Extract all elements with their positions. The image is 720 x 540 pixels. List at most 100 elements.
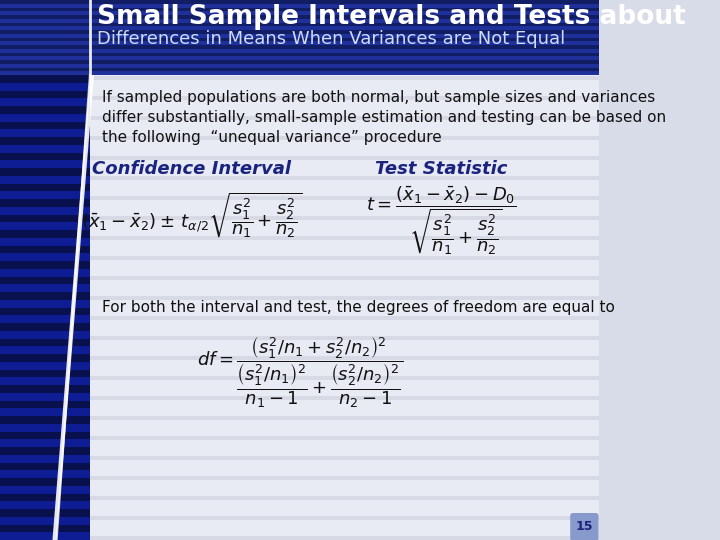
FancyBboxPatch shape — [0, 385, 90, 393]
FancyBboxPatch shape — [0, 125, 599, 130]
FancyBboxPatch shape — [0, 56, 599, 60]
FancyBboxPatch shape — [0, 406, 599, 410]
FancyBboxPatch shape — [0, 377, 90, 385]
FancyBboxPatch shape — [0, 222, 90, 230]
FancyBboxPatch shape — [0, 386, 599, 390]
FancyBboxPatch shape — [0, 71, 599, 75]
FancyBboxPatch shape — [0, 269, 90, 276]
FancyBboxPatch shape — [0, 195, 599, 200]
FancyBboxPatch shape — [0, 246, 599, 250]
FancyBboxPatch shape — [570, 513, 598, 540]
FancyBboxPatch shape — [0, 0, 599, 75]
FancyBboxPatch shape — [0, 129, 90, 137]
FancyBboxPatch shape — [0, 462, 90, 470]
Text: Differences in Means When Variances are Not Equal: Differences in Means When Variances are … — [96, 30, 564, 48]
FancyBboxPatch shape — [0, 476, 599, 480]
FancyBboxPatch shape — [0, 326, 599, 330]
FancyBboxPatch shape — [0, 375, 599, 380]
Text: differ substantially, small-sample estimation and testing can be based on: differ substantially, small-sample estim… — [102, 110, 667, 125]
FancyBboxPatch shape — [0, 509, 90, 517]
FancyBboxPatch shape — [0, 0, 599, 4]
Text: Confidence Interval: Confidence Interval — [92, 160, 291, 178]
FancyBboxPatch shape — [0, 0, 599, 540]
FancyBboxPatch shape — [0, 30, 599, 33]
FancyBboxPatch shape — [0, 176, 599, 180]
FancyBboxPatch shape — [0, 49, 599, 52]
FancyBboxPatch shape — [0, 96, 599, 100]
FancyBboxPatch shape — [0, 91, 90, 98]
FancyBboxPatch shape — [0, 152, 90, 160]
FancyBboxPatch shape — [0, 68, 599, 71]
FancyBboxPatch shape — [0, 300, 90, 307]
Text: the following  “unequal variance” procedure: the following “unequal variance” procedu… — [102, 130, 442, 145]
Text: Small Sample Intervals and Tests about: Small Sample Intervals and Tests about — [96, 4, 685, 30]
FancyBboxPatch shape — [0, 75, 90, 83]
FancyBboxPatch shape — [0, 168, 90, 176]
FancyBboxPatch shape — [0, 496, 599, 500]
Text: If sampled populations are both normal, but sample sizes and variances: If sampled populations are both normal, … — [102, 90, 656, 105]
FancyBboxPatch shape — [0, 253, 90, 261]
FancyBboxPatch shape — [0, 156, 599, 160]
FancyBboxPatch shape — [0, 424, 90, 431]
FancyBboxPatch shape — [0, 23, 599, 26]
FancyBboxPatch shape — [0, 315, 599, 320]
Text: $\left(\bar{x}_1 - \bar{x}_2\right) \pm\, t_{\alpha/2}\sqrt{\dfrac{s_1^2}{n_1} +: $\left(\bar{x}_1 - \bar{x}_2\right) \pm\… — [81, 190, 302, 240]
FancyBboxPatch shape — [0, 226, 599, 230]
FancyBboxPatch shape — [0, 136, 599, 140]
Text: $t = \dfrac{\left(\bar{x}_1 - \bar{x}_2\right) - D_0}{\sqrt{\dfrac{s_1^2}{n_1} +: $t = \dfrac{\left(\bar{x}_1 - \bar{x}_2\… — [366, 185, 516, 257]
FancyBboxPatch shape — [0, 447, 90, 455]
FancyBboxPatch shape — [0, 525, 599, 530]
FancyBboxPatch shape — [0, 517, 90, 524]
FancyBboxPatch shape — [0, 284, 90, 292]
FancyBboxPatch shape — [0, 486, 90, 494]
FancyBboxPatch shape — [0, 19, 599, 23]
FancyBboxPatch shape — [0, 33, 599, 37]
FancyBboxPatch shape — [0, 37, 599, 41]
FancyBboxPatch shape — [0, 184, 90, 191]
FancyBboxPatch shape — [0, 52, 599, 56]
FancyBboxPatch shape — [0, 408, 90, 416]
FancyBboxPatch shape — [0, 369, 90, 377]
FancyBboxPatch shape — [0, 145, 599, 150]
Text: Test Statistic: Test Statistic — [375, 160, 508, 178]
FancyBboxPatch shape — [0, 106, 90, 114]
FancyBboxPatch shape — [0, 4, 599, 8]
FancyBboxPatch shape — [0, 415, 599, 420]
FancyBboxPatch shape — [0, 116, 599, 120]
FancyBboxPatch shape — [0, 165, 599, 170]
FancyBboxPatch shape — [0, 339, 90, 346]
FancyBboxPatch shape — [0, 36, 599, 40]
FancyBboxPatch shape — [0, 295, 599, 300]
FancyBboxPatch shape — [0, 532, 90, 540]
FancyBboxPatch shape — [0, 524, 90, 532]
FancyBboxPatch shape — [0, 214, 90, 222]
FancyBboxPatch shape — [0, 431, 90, 439]
FancyBboxPatch shape — [0, 199, 90, 207]
FancyBboxPatch shape — [0, 315, 90, 323]
FancyBboxPatch shape — [0, 56, 599, 60]
FancyBboxPatch shape — [0, 323, 90, 330]
FancyBboxPatch shape — [0, 191, 90, 199]
FancyBboxPatch shape — [0, 366, 599, 370]
FancyBboxPatch shape — [0, 215, 599, 220]
FancyBboxPatch shape — [0, 485, 599, 490]
FancyBboxPatch shape — [0, 65, 599, 70]
FancyBboxPatch shape — [0, 393, 90, 401]
Polygon shape — [53, 75, 94, 540]
FancyBboxPatch shape — [0, 335, 599, 340]
FancyBboxPatch shape — [0, 235, 599, 240]
FancyBboxPatch shape — [0, 292, 90, 300]
FancyBboxPatch shape — [0, 246, 90, 253]
FancyBboxPatch shape — [0, 330, 90, 339]
FancyBboxPatch shape — [0, 516, 599, 520]
FancyBboxPatch shape — [0, 83, 90, 91]
FancyBboxPatch shape — [0, 64, 599, 68]
FancyBboxPatch shape — [0, 145, 90, 152]
FancyBboxPatch shape — [0, 15, 599, 19]
FancyBboxPatch shape — [0, 255, 599, 260]
FancyBboxPatch shape — [0, 494, 90, 501]
FancyBboxPatch shape — [0, 276, 90, 284]
FancyBboxPatch shape — [0, 11, 599, 15]
FancyBboxPatch shape — [0, 26, 599, 30]
FancyBboxPatch shape — [0, 75, 90, 540]
